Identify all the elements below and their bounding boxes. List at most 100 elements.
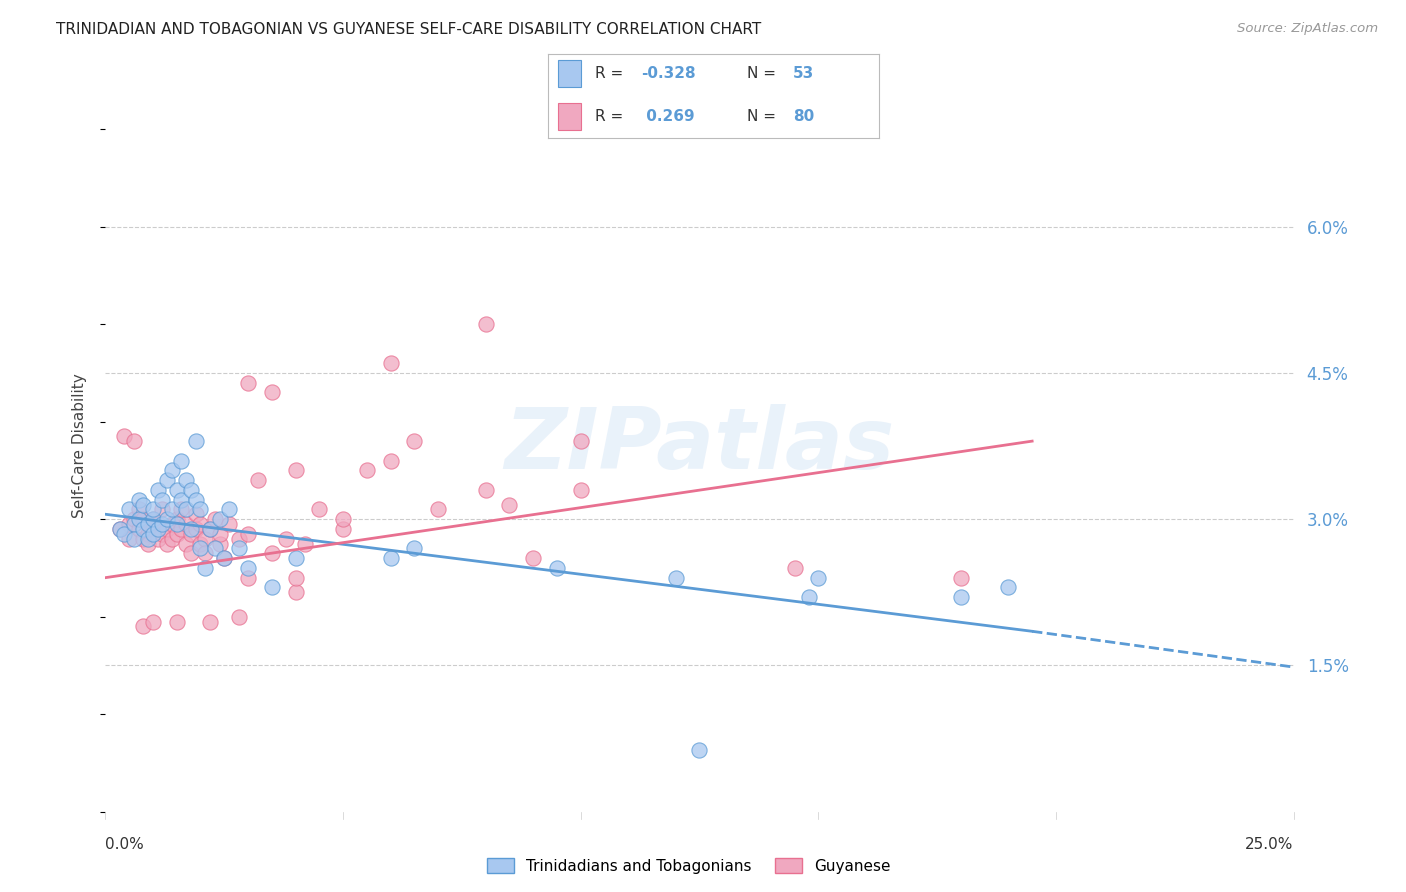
Point [146,522,169,536]
Point [108,522,131,536]
Point [228,541,250,556]
Point [190,502,212,516]
Point [160,502,183,516]
Point [783,561,806,575]
Point [228,609,250,624]
Point [160,516,183,531]
Point [184,492,207,507]
Point [665,571,688,585]
Point [146,483,169,497]
Point [142,522,165,536]
Point [949,590,972,604]
Point [356,463,378,477]
Point [166,526,188,541]
Point [236,526,259,541]
Point [152,526,174,541]
Point [114,429,136,443]
Point [122,532,145,546]
Point [184,522,207,536]
Point [142,615,165,629]
Point [170,492,193,507]
Point [797,590,820,604]
Point [498,498,520,512]
Point [474,317,496,331]
Point [274,532,297,546]
Point [132,522,155,536]
Point [194,561,217,575]
Point [180,526,202,541]
Point [380,551,402,566]
Point [284,551,307,566]
Point [190,516,212,531]
Point [194,532,217,546]
Point [142,512,165,526]
Point [174,502,197,516]
Point [166,512,188,526]
Point [180,546,202,560]
Text: N =: N = [747,66,780,81]
Point [208,526,231,541]
Text: N =: N = [747,109,780,124]
Point [236,376,259,390]
Text: TRINIDADIAN AND TOBAGONIAN VS GUYANESE SELF-CARE DISABILITY CORRELATION CHART: TRINIDADIAN AND TOBAGONIAN VS GUYANESE S… [56,22,762,37]
Point [108,522,131,536]
Point [122,516,145,531]
Point [122,512,145,526]
Y-axis label: Self-Care Disability: Self-Care Disability [72,374,87,518]
Point [284,571,307,585]
Point [184,508,207,522]
Point [260,385,283,400]
Point [128,522,150,536]
Point [128,512,150,526]
Point [146,532,169,546]
Text: 53: 53 [793,66,814,81]
Point [156,522,179,536]
Point [208,512,231,526]
Point [208,536,231,550]
Point [198,522,221,536]
Point [218,516,240,531]
Point [174,516,197,531]
Point [160,463,183,477]
Point [689,743,711,757]
Bar [558,61,582,87]
Point [170,522,193,536]
Point [118,532,141,546]
Point [118,516,141,531]
Point [380,356,402,370]
Point [142,502,165,516]
Point [997,581,1019,595]
Point [190,541,212,556]
Point [194,546,217,560]
Point [180,483,202,497]
Point [807,571,830,585]
Point [569,483,592,497]
Point [132,512,155,526]
Point [522,551,544,566]
Legend: Trinidadians and Tobagonians, Guyanese: Trinidadians and Tobagonians, Guyanese [481,852,897,880]
Point [174,536,197,550]
Point [128,492,150,507]
Point [569,434,592,449]
Point [190,536,212,550]
Point [128,502,150,516]
Point [174,473,197,487]
Point [380,453,402,467]
Point [132,498,155,512]
Point [246,473,269,487]
Point [170,502,193,516]
Point [156,473,179,487]
Point [236,571,259,585]
Point [136,532,159,546]
Point [156,536,179,550]
Point [198,615,221,629]
Point [427,502,450,516]
Bar [558,103,582,130]
Point [308,502,330,516]
Point [180,522,202,536]
Point [228,532,250,546]
Point [166,516,188,531]
Point [294,536,316,550]
Point [204,541,226,556]
Point [132,619,155,633]
